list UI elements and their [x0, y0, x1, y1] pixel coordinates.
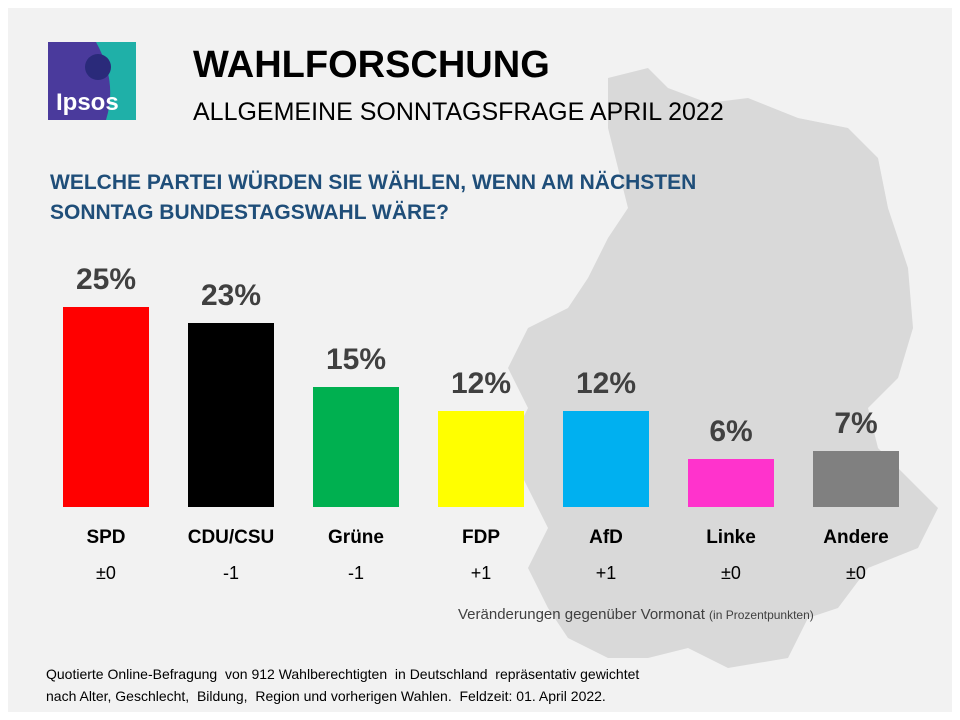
methodology-footer: Quotierte Online-Befragung von 912 Wahlb…: [46, 663, 639, 707]
value-label: 15%: [325, 343, 387, 376]
bar-fdp: [438, 411, 524, 507]
category-label: Grüne: [328, 527, 384, 548]
category-label: CDU/CSU: [187, 527, 275, 548]
change-label: +1: [595, 563, 617, 583]
bar-cducsu: [188, 323, 274, 507]
chart-panel: Ipsos WAHLFORSCHUNG ALLGEMEINE SONNTAGSF…: [8, 8, 952, 712]
page-title: WAHLFORSCHUNG: [193, 44, 550, 86]
value-label: 25%: [75, 263, 137, 296]
category-label: FDP: [462, 527, 500, 548]
change-label: -1: [347, 563, 364, 583]
value-label: 7%: [834, 407, 878, 440]
footer-line-1: Quotierte Online-Befragung von 912 Wahlb…: [46, 666, 640, 682]
germany-map-silhouette: [508, 68, 938, 668]
value-label: 23%: [200, 279, 262, 312]
change-label: ±0: [96, 563, 116, 583]
bar-afd: [563, 411, 649, 507]
value-label: 6%: [709, 415, 753, 448]
changes-label: Veränderungen gegenüber Vormonat: [458, 606, 705, 623]
category-label: AfD: [589, 527, 623, 548]
change-label: ±0: [721, 563, 741, 583]
bar-spd: [63, 307, 149, 507]
category-label: Linke: [706, 527, 756, 548]
bar-andere: [813, 451, 899, 507]
svg-text:Ipsos: Ipsos: [56, 89, 119, 116]
bar-linke: [688, 459, 774, 507]
bar-grne: [313, 387, 399, 507]
changes-note: Veränderungen gegenüber Vormonat (in Pro…: [458, 606, 814, 623]
ipsos-logo: Ipsos: [48, 42, 136, 120]
change-label: -1: [222, 563, 239, 583]
category-label: Andere: [823, 527, 889, 548]
footer-line-2: nach Alter, Geschlecht, Bildung, Region …: [46, 688, 606, 704]
chart-question: WELCHE PARTEI WÜRDEN SIE WÄHLEN, WENN AM…: [50, 171, 697, 224]
category-label: SPD: [86, 527, 126, 548]
change-label: +1: [470, 563, 492, 583]
page-subtitle: ALLGEMEINE SONNTAGSFRAGE APRIL 2022: [193, 98, 724, 126]
value-label: 12%: [450, 367, 512, 400]
change-label: ±0: [846, 563, 866, 583]
changes-unit: (in Prozentpunkten): [709, 608, 814, 622]
value-label: 12%: [575, 367, 637, 400]
